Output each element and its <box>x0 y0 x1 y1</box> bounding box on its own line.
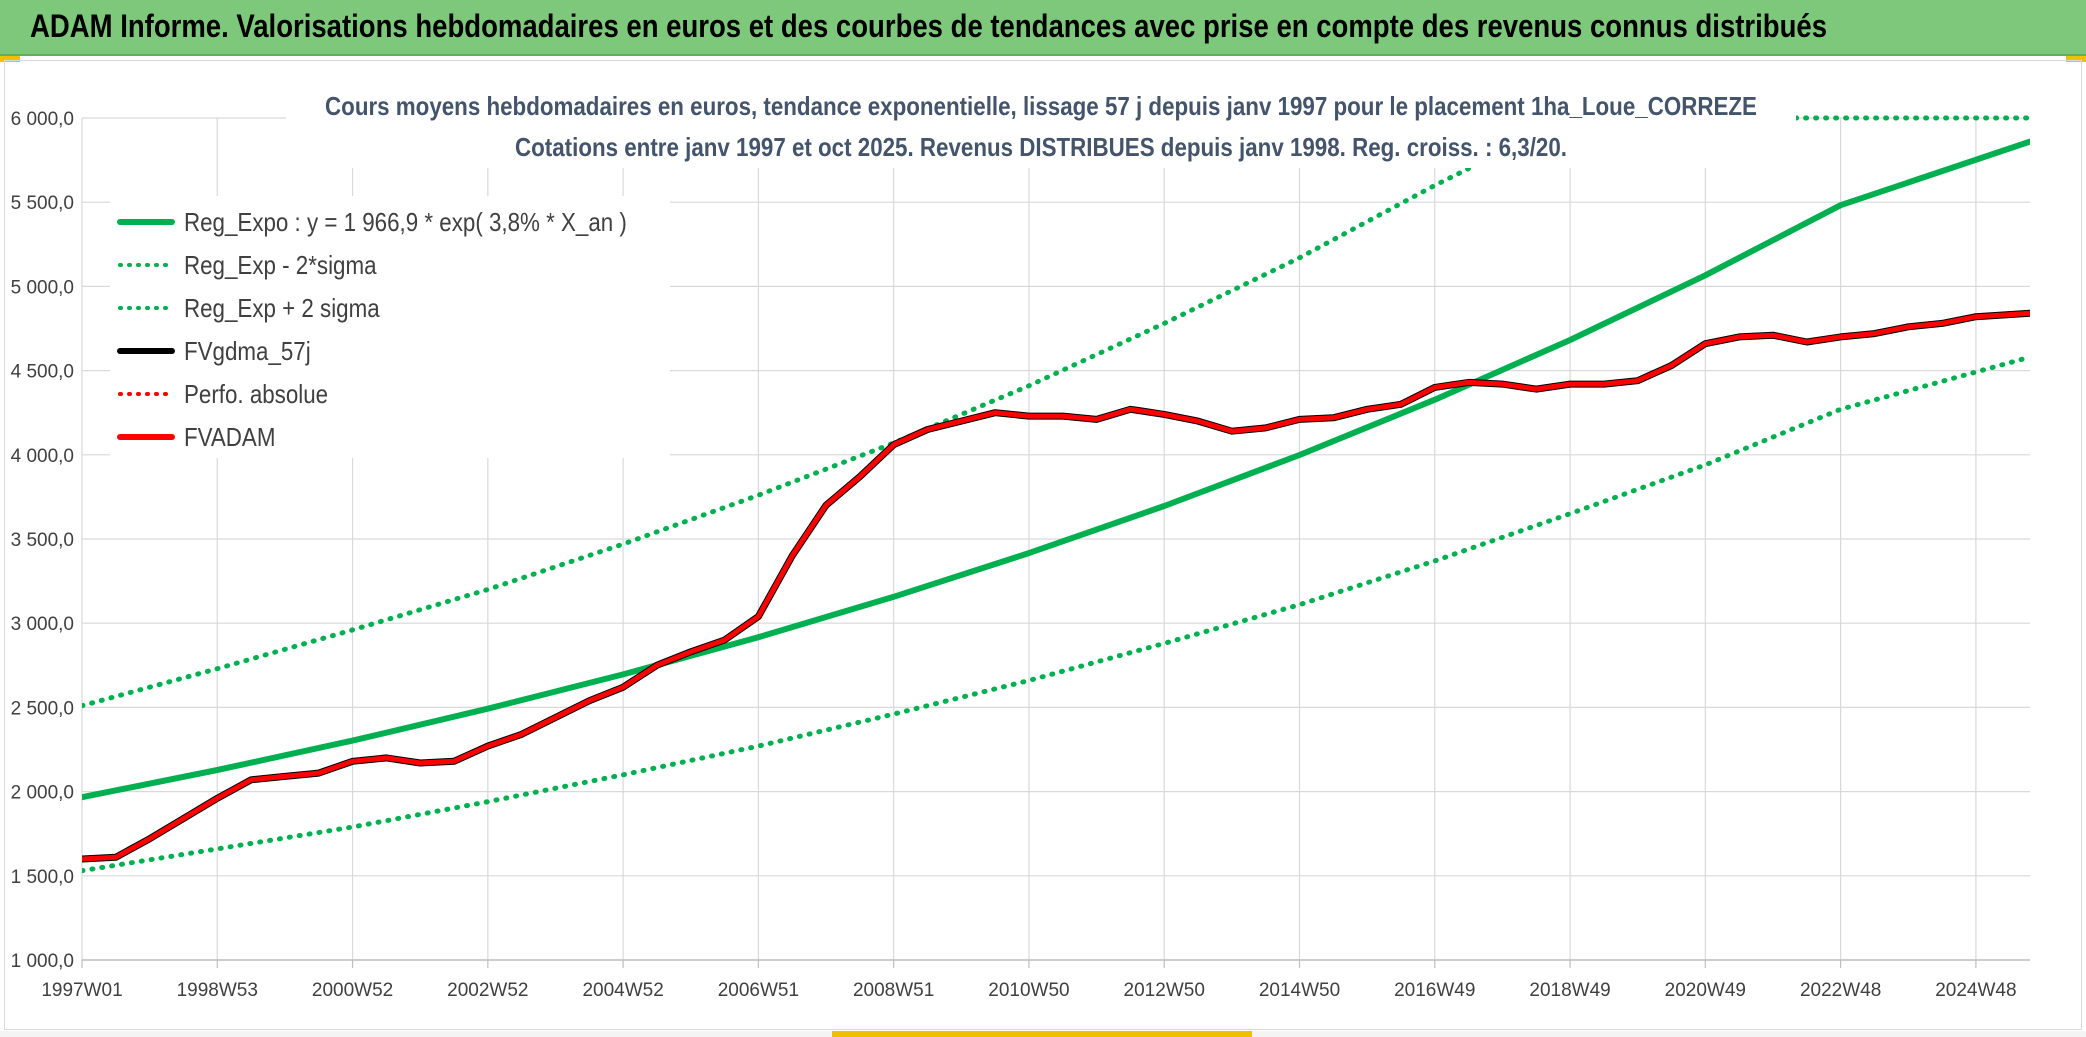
bottom-mark <box>832 1031 1252 1037</box>
y-tick-label: 1 000,0 <box>11 951 74 972</box>
y-tick-label: 3 500,0 <box>11 530 74 551</box>
y-tick-label: 6 000,0 <box>11 109 74 130</box>
x-tick-label: 1998W53 <box>177 980 258 1001</box>
y-tick-label: 2 000,0 <box>11 783 74 804</box>
series-reg-exp-minus-2sigma <box>82 354 2030 874</box>
legend-label: Reg_Exp + 2 sigma <box>184 294 380 323</box>
series-reg-exp-plus-2sigma <box>82 115 2030 709</box>
x-tick-label: 2012W50 <box>1124 980 1205 1001</box>
y-tick-label: 2 500,0 <box>11 698 74 719</box>
chart-title: Cours moyens hebdomadaires en euros, ten… <box>325 92 1757 121</box>
y-tick-label: 4 500,0 <box>11 362 74 383</box>
legend-label: Reg_Expo : y = 1 966,9 * exp( 3,8% * X_a… <box>184 208 627 237</box>
chart-subtitle: Cotations entre janv 1997 et oct 2025. R… <box>515 133 1567 162</box>
y-tick-label: 1 500,0 <box>11 867 74 888</box>
series-reg-expo <box>82 138 2030 801</box>
axes: 1 000,0 1 500,0 2 000,0 2 500,0 3 000,0 3 500… <box>11 109 2030 1001</box>
x-tick-label: 2022W48 <box>1800 980 1881 1001</box>
x-tick-label: 2000W52 <box>312 980 393 1001</box>
x-tick-label: 2016W49 <box>1394 980 1475 1001</box>
x-tick-label: 2004W52 <box>582 980 663 1001</box>
y-tick-label: 4 000,0 <box>11 446 74 467</box>
x-tick-label: 2014W50 <box>1259 980 1340 1001</box>
x-tick-label: 2006W51 <box>718 980 799 1001</box>
x-tick-label: 2002W52 <box>447 980 528 1001</box>
legend-bg <box>110 196 670 458</box>
x-tick-label: 2020W49 <box>1665 980 1746 1001</box>
corner-mark-right <box>2066 56 2086 62</box>
y-tick-label: 5 000,0 <box>11 277 74 298</box>
legend-label: Perfo. absolue <box>184 380 328 409</box>
legend-label: FVgdma_57j <box>184 337 311 366</box>
corner-mark-left <box>0 56 20 62</box>
legend: Reg_Expo : y = 1 966,9 * exp( 3,8% * X_a… <box>110 196 670 458</box>
legend-label: FVADAM <box>184 423 275 452</box>
x-tick-label: 2018W49 <box>1529 980 1610 1001</box>
legend-label: Reg_Exp - 2*sigma <box>184 251 377 280</box>
x-tick-label: 2008W51 <box>853 980 934 1001</box>
header-bar: ADAM Informe. Valorisations hebdomadaire… <box>0 0 2086 56</box>
y-tick-label: 3 000,0 <box>11 614 74 635</box>
chart-title-bg <box>286 86 1796 168</box>
y-tick-label: 5 500,0 <box>11 193 74 214</box>
page-title: ADAM Informe. Valorisations hebdomadaire… <box>30 8 1827 44</box>
series-fvadam <box>82 310 2030 862</box>
x-tick-label: 1997W01 <box>41 980 122 1001</box>
chart-frame <box>4 60 2082 1030</box>
series-group <box>82 115 2030 874</box>
x-tick-label: 2024W48 <box>1935 980 2016 1001</box>
x-tick-label: 2010W50 <box>988 980 1069 1001</box>
